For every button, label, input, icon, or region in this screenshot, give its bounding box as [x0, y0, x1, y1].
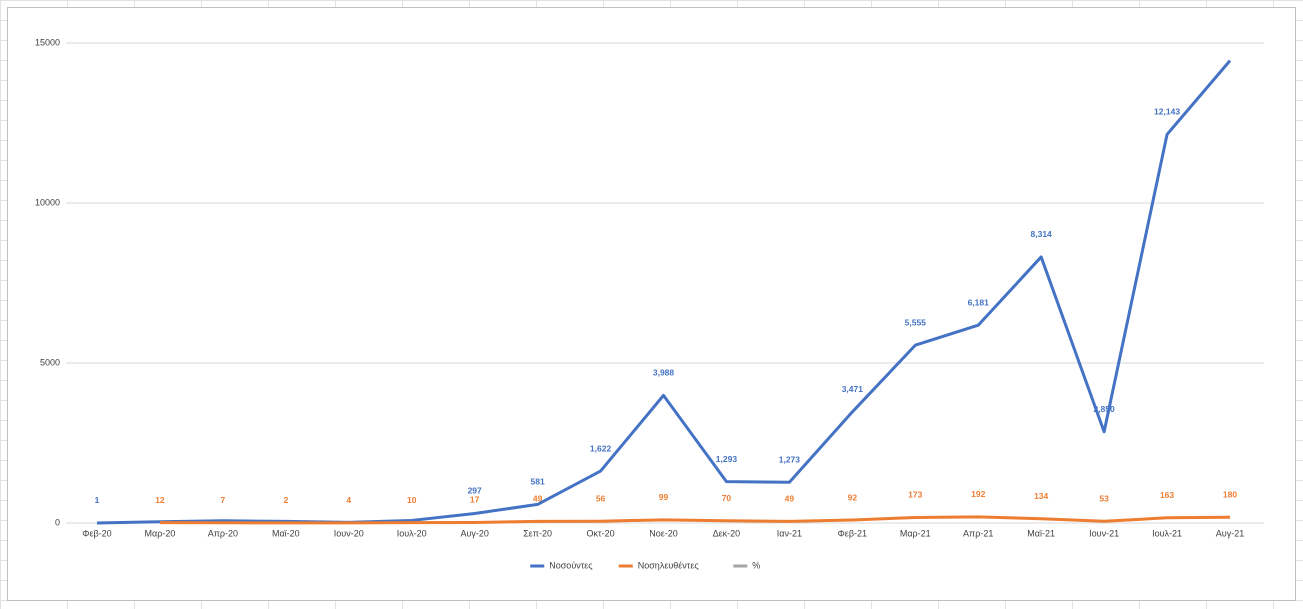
data-label: 49	[533, 494, 543, 504]
x-tick-label: Μαϊ-20	[272, 528, 300, 538]
legend-label: Νοσηλευθέντες	[638, 560, 700, 570]
data-label: 4	[346, 495, 351, 505]
data-label: 134	[1034, 491, 1048, 501]
data-label: 3,471	[842, 384, 864, 394]
data-label: 12,143	[1154, 107, 1180, 117]
x-tick-label: Ιουν-21	[1089, 528, 1119, 538]
data-label: 180	[1223, 489, 1237, 499]
x-tick-label: Φεβ-21	[838, 528, 867, 538]
data-label: 192	[971, 489, 985, 499]
data-label: 70	[722, 493, 732, 503]
data-label: 1,622	[590, 443, 612, 453]
x-tick-label: Μαϊ-21	[1027, 528, 1055, 538]
x-tick-label: Μαρ-21	[900, 528, 931, 538]
data-label: 1,293	[716, 454, 738, 464]
data-label: 49	[785, 494, 795, 504]
x-tick-label: Δεκ-20	[713, 528, 741, 538]
data-label: 92	[848, 492, 858, 502]
x-tick-label: Σεπ-20	[523, 528, 552, 538]
x-tick-label: Αυγ-20	[460, 528, 488, 538]
x-tick-label: Ιαν-21	[777, 528, 802, 538]
data-label: 1,273	[779, 455, 801, 465]
x-tick-label: Αυγ-21	[1216, 528, 1244, 538]
data-label: 53	[1099, 494, 1109, 504]
data-label: 12	[155, 495, 165, 505]
data-label: 163	[1160, 490, 1174, 500]
data-label: 1	[95, 495, 100, 505]
x-tick-label: Νοε-20	[649, 528, 678, 538]
data-label: 17	[470, 495, 480, 505]
data-label: 10	[407, 495, 417, 505]
data-label: 2,850	[1093, 404, 1115, 414]
x-tick-label: Ιουλ-20	[397, 528, 427, 538]
data-label: 56	[596, 493, 606, 503]
x-tick-label: Ιουλ-21	[1152, 528, 1182, 538]
y-tick-label: 0	[55, 517, 60, 527]
data-label: 3,988	[653, 368, 675, 378]
x-tick-label: Φεβ-20	[82, 528, 111, 538]
legend-label: Νοσούντες	[549, 560, 593, 570]
data-label: 6,181	[968, 297, 990, 307]
x-tick-label: Απρ-21	[963, 528, 993, 538]
series-line	[159, 515, 1231, 525]
y-tick-label: 5000	[40, 357, 60, 367]
data-label: 173	[908, 490, 922, 500]
y-tick-label: 15000	[35, 37, 60, 47]
data-label: 8,314	[1031, 229, 1053, 239]
data-label: 2	[283, 495, 288, 505]
data-label: 297	[468, 486, 482, 496]
data-label: 99	[659, 492, 669, 502]
chart-area	[7, 7, 1296, 601]
data-label: 5,555	[905, 317, 927, 327]
data-label: 581	[531, 477, 545, 487]
series-line	[96, 59, 1232, 525]
data-label: 7	[221, 495, 226, 505]
x-tick-label: Ιουν-20	[334, 528, 364, 538]
x-tick-label: Μαρ-20	[145, 528, 176, 538]
x-tick-label: Απρ-20	[208, 528, 238, 538]
y-tick-label: 10000	[35, 197, 60, 207]
x-tick-label: Οκτ-20	[587, 528, 615, 538]
legend-label: %	[752, 560, 760, 570]
